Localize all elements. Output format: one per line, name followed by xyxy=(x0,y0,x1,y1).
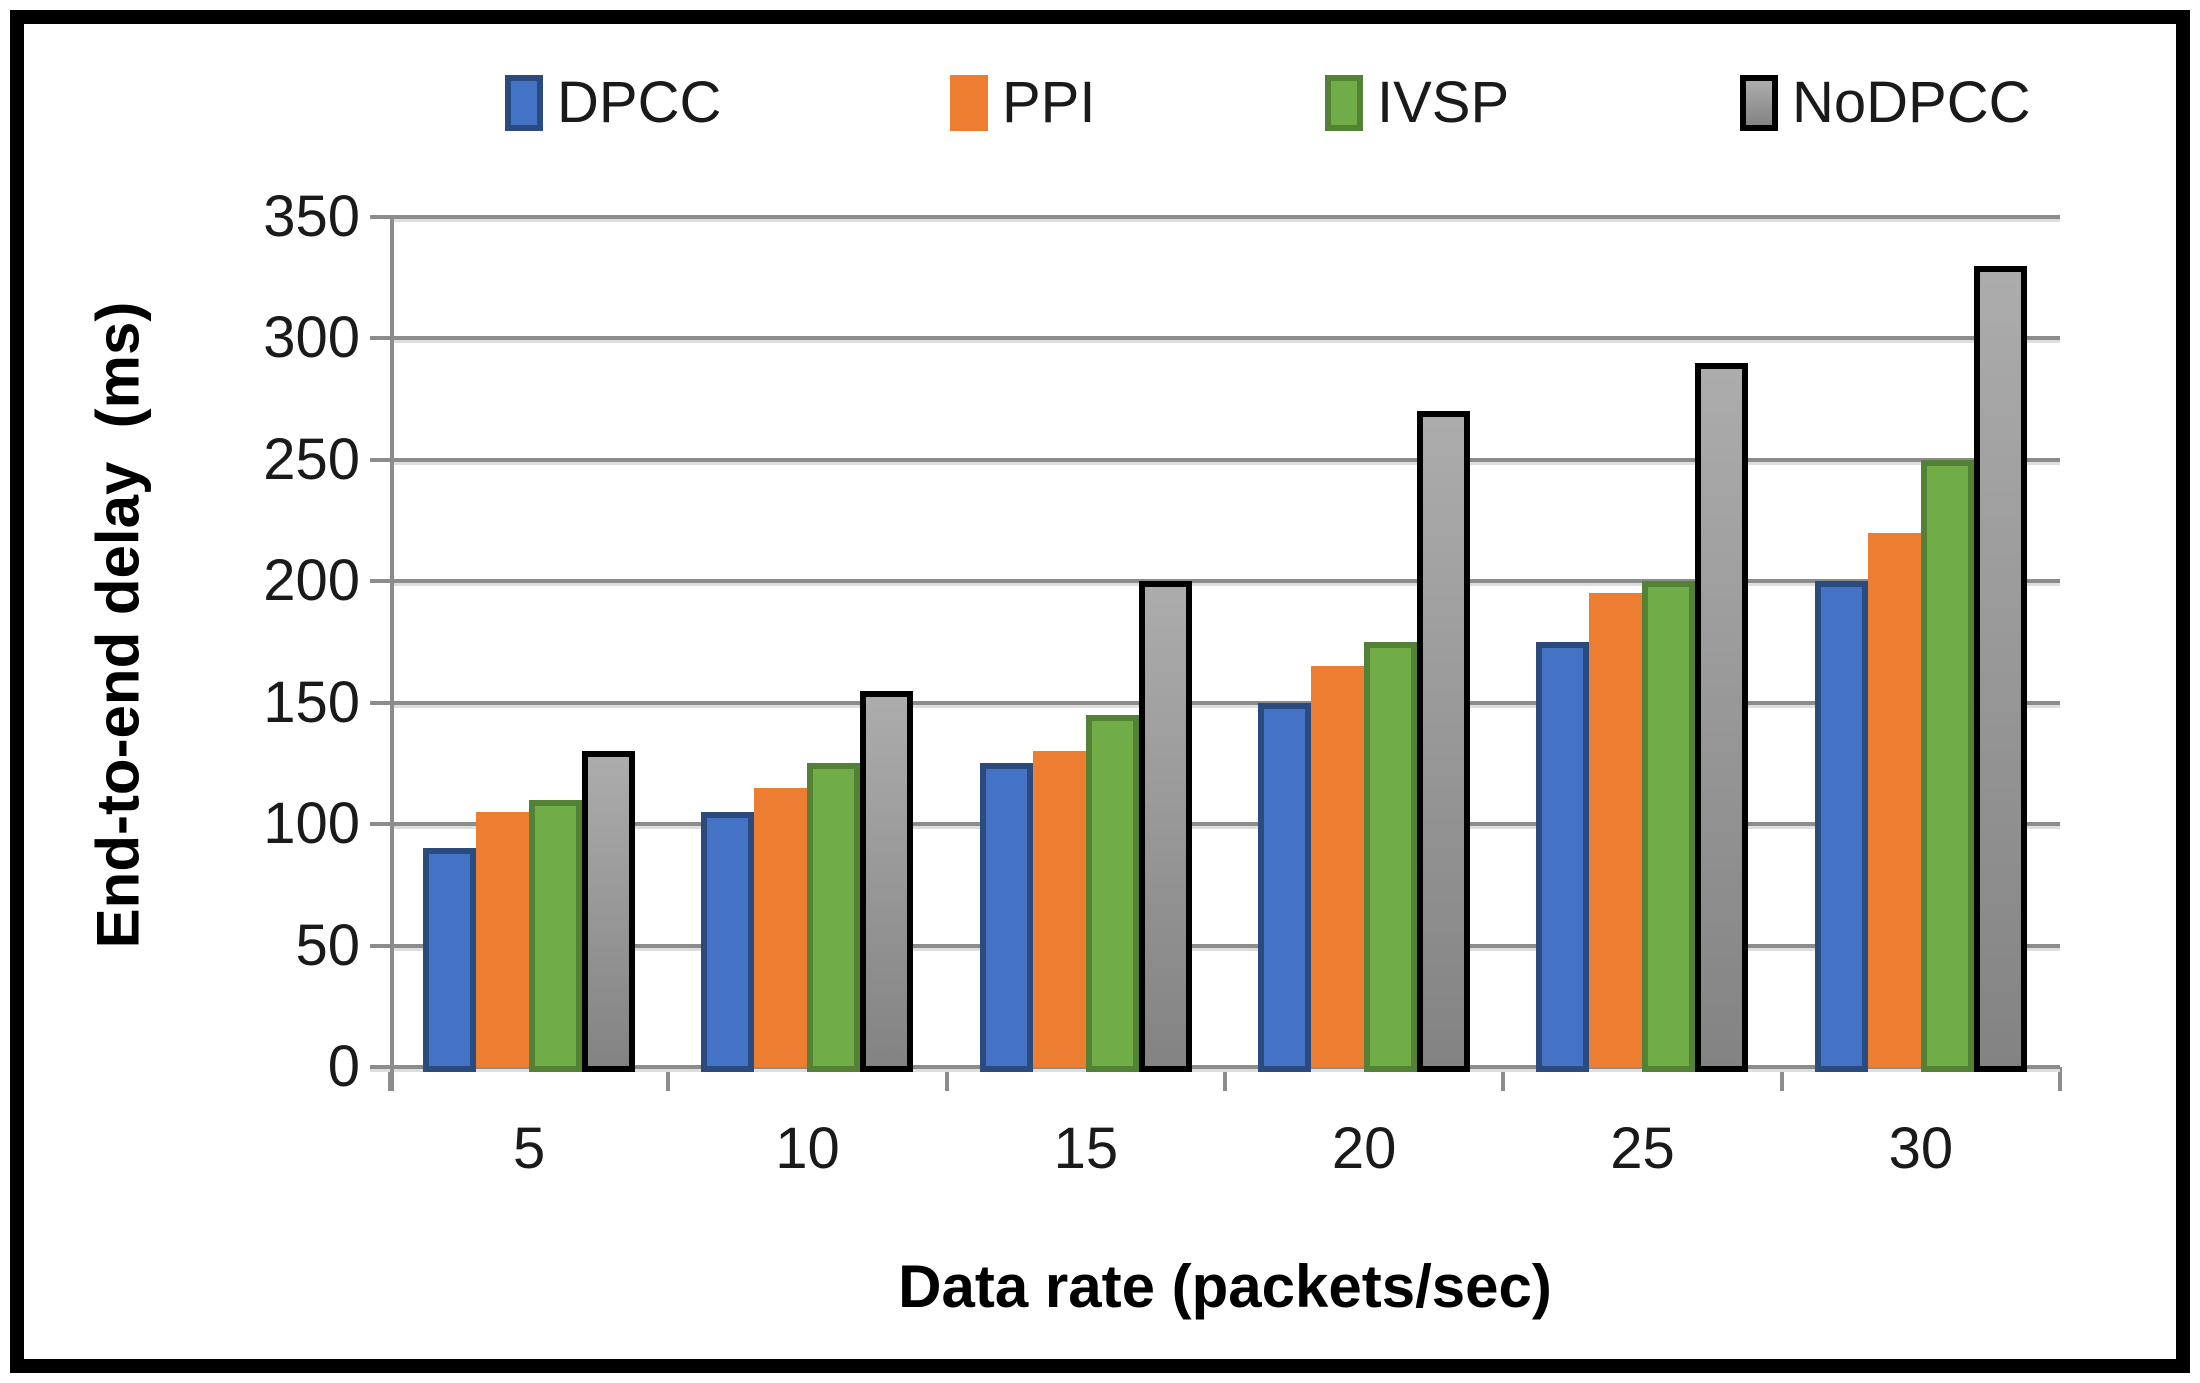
legend-label-dpcc: DPCC xyxy=(557,70,722,135)
bar-ppi-10 xyxy=(754,787,808,1067)
y-tick-labels: 0 50 100 150 200 250 300 350 xyxy=(200,188,360,1096)
bar-ivsp-20 xyxy=(1364,642,1418,1072)
x-tick-6 xyxy=(2058,1067,2062,1091)
legend: DPCC PPI IVSP NoDPCC xyxy=(0,68,2200,138)
y-tick-label-250: 250 xyxy=(263,426,360,492)
bar-ppi-15 xyxy=(1032,751,1086,1067)
bar-group-5 xyxy=(390,217,668,1072)
legend-item-dpcc: DPCC xyxy=(505,68,721,138)
legend-swatch-nodpcc xyxy=(1740,75,1778,131)
legend-item-ppi: PPI xyxy=(950,68,1096,138)
legend-label-ivsp: IVSP xyxy=(1377,70,1510,135)
y-tick-100 xyxy=(370,822,390,827)
bar-dpcc-30 xyxy=(1814,581,1868,1072)
y-tick-label-350: 350 xyxy=(263,184,360,249)
bar-nodpcc-5 xyxy=(582,751,636,1072)
x-tick-label-5: 5 xyxy=(513,1116,546,1181)
x-tick-5 xyxy=(1779,1067,1784,1091)
y-tick-150 xyxy=(370,700,390,705)
y-tick-350 xyxy=(370,215,390,219)
y-axis-title: End-to-end delay (ms) xyxy=(84,301,152,949)
y-tick-300 xyxy=(370,336,390,341)
legend-swatch-ivsp xyxy=(1325,75,1363,131)
bar-ppi-25 xyxy=(1589,593,1643,1067)
bar-ivsp-10 xyxy=(807,763,861,1072)
bar-dpcc-10 xyxy=(701,812,755,1072)
x-tick-label-15: 15 xyxy=(1053,1116,1119,1181)
bar-groups xyxy=(390,217,2060,1072)
bar-group-10 xyxy=(668,217,946,1072)
x-axis-tick-marks xyxy=(388,1067,2062,1093)
bar-nodpcc-25 xyxy=(1695,362,1749,1072)
legend-item-ivsp: IVSP xyxy=(1325,68,1509,138)
bar-group-30 xyxy=(1782,217,2060,1072)
gridline-y-300 xyxy=(390,336,2060,341)
bar-group-20 xyxy=(1225,217,1503,1072)
gridline-y-350 xyxy=(390,215,2060,219)
bar-nodpcc-10 xyxy=(860,690,914,1072)
y-tick-label-150: 150 xyxy=(263,669,360,735)
bar-ivsp-15 xyxy=(1085,714,1139,1072)
bar-nodpcc-15 xyxy=(1138,581,1192,1072)
gridline-y-100 xyxy=(390,822,2060,827)
x-tick-label-25: 25 xyxy=(1610,1116,1675,1181)
legend-swatch-ppi xyxy=(950,75,988,131)
y-tick-200 xyxy=(370,579,390,584)
x-tick-label-30: 30 xyxy=(1888,1116,1954,1181)
x-tick-labels: 5 10 15 20 25 30 xyxy=(390,1120,2060,1190)
bar-nodpcc-20 xyxy=(1417,411,1471,1072)
y-tick-50 xyxy=(370,943,390,948)
y-axis-line xyxy=(390,217,394,1091)
x-tick-3 xyxy=(1223,1067,1227,1091)
y-tick-label-200: 200 xyxy=(263,548,360,614)
bar-dpcc-15 xyxy=(979,763,1033,1072)
legend-item-nodpcc: NoDPCC xyxy=(1740,68,2031,138)
y-tick-0 xyxy=(370,1065,390,1069)
x-axis-title: Data rate (packets/sec) xyxy=(898,1253,1552,1320)
legend-label-ppi: PPI xyxy=(1002,70,1096,135)
bar-ppi-30 xyxy=(1867,532,1921,1067)
y-tick-label-300: 300 xyxy=(263,305,360,371)
plot-area xyxy=(390,215,2060,1072)
gridline-y-150 xyxy=(390,700,2060,705)
y-tick-label-50: 50 xyxy=(295,912,360,978)
x-tick-label-20: 20 xyxy=(1331,1116,1397,1181)
legend-label-nodpcc: NoDPCC xyxy=(1792,70,2031,135)
x-tick-1 xyxy=(666,1067,671,1091)
legend-swatch-dpcc xyxy=(505,75,543,131)
x-tick-4 xyxy=(1501,1067,1506,1091)
bar-group-15 xyxy=(947,217,1225,1072)
x-tick-2 xyxy=(944,1067,949,1091)
bar-nodpcc-30 xyxy=(1973,265,2027,1072)
y-tick-label-0: 0 xyxy=(327,1034,360,1099)
y-tick-250 xyxy=(370,457,390,462)
x-tick-label-10: 10 xyxy=(775,1116,840,1181)
bar-group-25 xyxy=(1503,217,1781,1072)
bar-ivsp-25 xyxy=(1642,581,1696,1072)
bar-ppi-5 xyxy=(476,812,530,1067)
bar-ivsp-30 xyxy=(1920,459,1974,1072)
y-tick-label-100: 100 xyxy=(263,791,360,857)
bar-dpcc-25 xyxy=(1536,642,1590,1072)
x-axis-line xyxy=(370,1065,2060,1069)
gridline-y-200 xyxy=(390,579,2060,584)
bar-dpcc-5 xyxy=(423,848,477,1072)
gridline-y-250 xyxy=(390,457,2060,462)
bar-ivsp-5 xyxy=(529,799,583,1072)
gridline-y-50 xyxy=(390,943,2060,948)
bar-dpcc-20 xyxy=(1258,702,1312,1072)
bar-ppi-20 xyxy=(1311,666,1365,1067)
